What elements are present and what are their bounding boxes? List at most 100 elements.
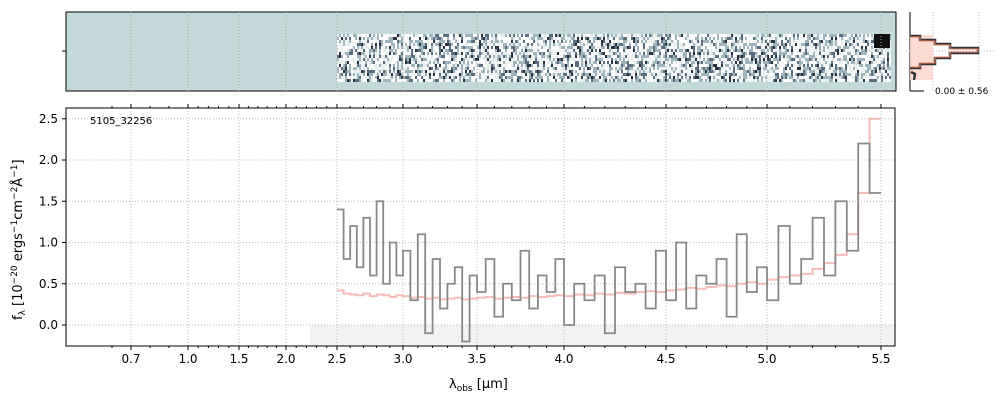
2d-pixel xyxy=(425,58,427,61)
2d-pixel xyxy=(661,73,663,76)
2d-pixel xyxy=(691,58,693,61)
2d-pixel xyxy=(829,79,831,82)
2d-pixel xyxy=(769,76,771,79)
2d-pixel xyxy=(419,67,421,70)
2d-pixel xyxy=(819,37,821,40)
2d-pixel xyxy=(581,58,583,61)
2d-pixel xyxy=(435,40,437,43)
2d-pixel xyxy=(495,76,497,79)
2d-pixel xyxy=(555,49,557,52)
2d-pixel xyxy=(487,73,489,76)
y-label-part: Å xyxy=(10,178,26,187)
2d-pixel xyxy=(529,64,531,67)
2d-pixel xyxy=(787,43,789,46)
2d-pixel xyxy=(377,64,379,67)
2d-pixel xyxy=(845,76,847,79)
2d-pixel xyxy=(651,46,653,49)
2d-pixel xyxy=(707,58,709,61)
2d-pixel xyxy=(837,67,839,70)
2d-pixel xyxy=(595,73,597,76)
2d-pixel xyxy=(489,55,491,58)
2d-pixel xyxy=(729,64,731,67)
2d-pixel xyxy=(813,58,815,61)
2d-pixel xyxy=(583,52,585,55)
2d-pixel xyxy=(649,70,651,73)
2d-pixel xyxy=(741,79,743,82)
2d-pixel xyxy=(797,79,799,82)
2d-pixel xyxy=(537,58,539,61)
2d-pixel xyxy=(863,61,865,64)
2d-pixel xyxy=(417,37,419,40)
2d-pixel xyxy=(355,49,357,52)
2d-pixel xyxy=(479,67,481,70)
2d-pixel xyxy=(471,73,473,76)
2d-pixel xyxy=(491,79,493,82)
y-label-part: ] xyxy=(11,159,26,164)
2d-pixel xyxy=(537,64,539,67)
2d-pixel xyxy=(625,58,627,61)
2d-pixel xyxy=(551,67,553,70)
2d-pixel xyxy=(641,49,643,52)
2d-pixel xyxy=(619,52,621,55)
2d-pixel xyxy=(681,40,683,43)
2d-pixel xyxy=(847,76,849,79)
2d-pixel xyxy=(779,76,781,79)
2d-pixel xyxy=(399,52,401,55)
2d-pixel xyxy=(635,34,637,37)
2d-pixel xyxy=(455,34,457,37)
2d-pixel xyxy=(617,40,619,43)
2d-pixel xyxy=(453,46,455,49)
2d-pixel xyxy=(445,67,447,70)
2d-pixel xyxy=(521,34,523,37)
2d-pixel xyxy=(625,40,627,43)
2d-pixel xyxy=(839,76,841,79)
2d-pixel xyxy=(405,37,407,40)
2d-pixel xyxy=(463,76,465,79)
2d-pixel xyxy=(725,58,727,61)
2d-pixel xyxy=(533,40,535,43)
2d-pixel xyxy=(807,49,809,52)
2d-pixel xyxy=(815,70,817,73)
2d-pixel xyxy=(437,61,439,64)
2d-pixel xyxy=(631,64,633,67)
2d-pixel xyxy=(733,40,735,43)
2d-pixel xyxy=(597,52,599,55)
2d-pixel xyxy=(887,76,889,79)
2d-pixel xyxy=(815,43,817,46)
2d-pixel xyxy=(373,37,375,40)
2d-pixel xyxy=(721,40,723,43)
2d-pixel xyxy=(353,76,355,79)
2d-pixel xyxy=(377,40,379,43)
2d-pixel xyxy=(369,76,371,79)
2d-pixel xyxy=(557,67,559,70)
2d-pixel xyxy=(699,73,701,76)
2d-pixel xyxy=(653,61,655,64)
2d-pixel xyxy=(883,52,885,55)
2d-pixel xyxy=(661,55,663,58)
2d-pixel xyxy=(731,61,733,64)
2d-pixel xyxy=(543,61,545,64)
2d-pixel xyxy=(671,64,673,67)
2d-pixel xyxy=(543,49,545,52)
2d-pixel xyxy=(389,79,391,82)
2d-pixel xyxy=(375,64,377,67)
2d-pixel xyxy=(731,46,733,49)
2d-pixel xyxy=(609,40,611,43)
2d-pixel xyxy=(807,55,809,58)
2d-pixel xyxy=(437,49,439,52)
2d-pixel xyxy=(485,34,487,37)
2d-pixel xyxy=(727,37,729,40)
2d-pixel xyxy=(699,67,701,70)
2d-pixel xyxy=(345,73,347,76)
2d-pixel xyxy=(777,43,779,46)
2d-pixel xyxy=(717,76,719,79)
2d-pixel xyxy=(743,46,745,49)
2d-pixel xyxy=(629,46,631,49)
2d-pixel xyxy=(649,79,651,82)
2d-pixel xyxy=(501,37,503,40)
2d-pixel xyxy=(887,61,889,64)
2d-pixel xyxy=(409,46,411,49)
2d-pixel xyxy=(633,58,635,61)
2d-pixel xyxy=(629,55,631,58)
2d-pixel xyxy=(521,40,523,43)
